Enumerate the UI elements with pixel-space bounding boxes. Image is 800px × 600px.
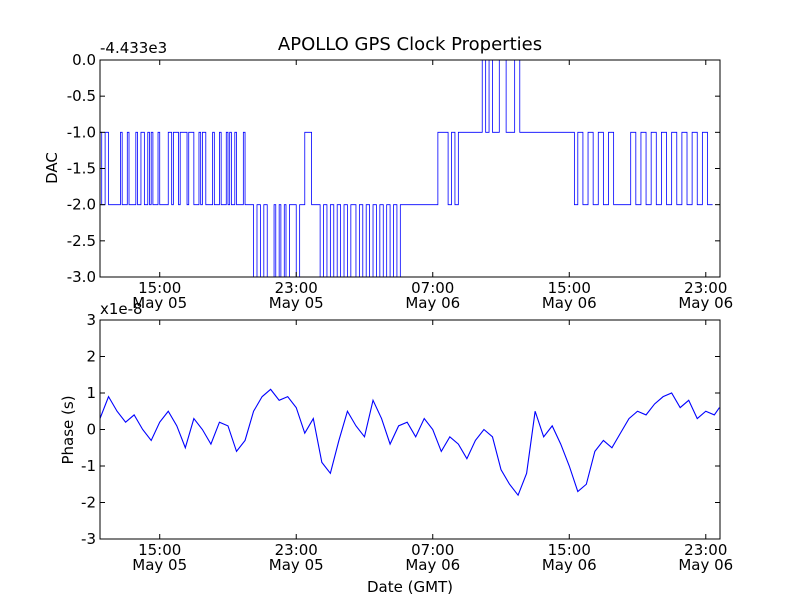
dac-y-tick-label: -0.5 — [67, 87, 96, 105]
dac-x-tick-date-label: May 06 — [405, 294, 460, 312]
phase-y-offset-label: x1e-8 — [100, 300, 143, 318]
phase-x-tick-date-label: May 06 — [405, 556, 460, 574]
dac-y-tick-label: -2.0 — [67, 196, 96, 214]
dac-x-tick-time-label: 23:00 — [684, 279, 727, 297]
dac-x-tick-time-label: 15:00 — [548, 279, 591, 297]
phase-x-tick-date-label: May 05 — [269, 556, 324, 574]
dac-x-tick-time-label: 23:00 — [275, 279, 318, 297]
phase-x-tick-time-label: 15:00 — [548, 541, 591, 559]
phase-x-tick-date-label: May 06 — [678, 556, 733, 574]
phase-y-tick-label: -2 — [81, 494, 96, 512]
phase-y-tick-label: -3 — [81, 530, 96, 548]
phase-x-axis-label: Date (GMT) — [367, 578, 453, 596]
phase-y-tick-label: -1 — [81, 457, 96, 475]
dac-y-tick-label: -2.5 — [67, 232, 96, 250]
dac-series-line — [100, 60, 713, 277]
phase-y-tick-label: 3 — [86, 311, 96, 329]
dac-x-tick-time-label: 15:00 — [138, 279, 181, 297]
phase-x-tick-time-label: 23:00 — [275, 541, 318, 559]
dac-series-group — [100, 60, 713, 277]
phase-y-tick-label: 2 — [86, 348, 96, 366]
dac-y-tick-label: -1.0 — [67, 123, 96, 141]
phase-y-axis-label: Phase (s) — [59, 395, 77, 464]
dac-y-axis-label: DAC — [43, 152, 61, 184]
dac-y-tick-label: -3.0 — [67, 268, 96, 286]
dac-y-tick-label: 0.0 — [72, 51, 96, 69]
dac-x-tick-date-label: May 06 — [678, 294, 733, 312]
dac-x-tick-date-label: May 05 — [132, 294, 187, 312]
phase-y-tick-label: 0 — [86, 421, 96, 439]
phase-series-line — [100, 388, 720, 497]
dac-y-tick-label: -1.5 — [67, 160, 96, 178]
phase-x-tick-time-label: 07:00 — [411, 541, 454, 559]
phase-y-tick-label: 1 — [86, 384, 96, 402]
dac-y-offset-label: -4.433e3 — [100, 39, 167, 57]
phase-x-tick-time-label: 15:00 — [138, 541, 181, 559]
phase-x-tick-date-label: May 06 — [542, 556, 597, 574]
phase-x-tick-time-label: 23:00 — [684, 541, 727, 559]
chart-title: APOLLO GPS Clock Properties — [278, 34, 542, 55]
dac-x-tick-date-label: May 06 — [542, 294, 597, 312]
phase-x-tick-date-label: May 05 — [132, 556, 187, 574]
phase-series-group — [100, 388, 720, 497]
dac-x-tick-date-label: May 05 — [269, 294, 324, 312]
phase-y-ticks: 3 2 1 0 -1 -2 -3 — [81, 311, 720, 548]
dac-y-ticks: 0.0 -0.5 -1.0 -1.5 -2.0 -2.5 -3.0 — [67, 51, 720, 286]
dac-x-tick-time-label: 07:00 — [411, 279, 454, 297]
